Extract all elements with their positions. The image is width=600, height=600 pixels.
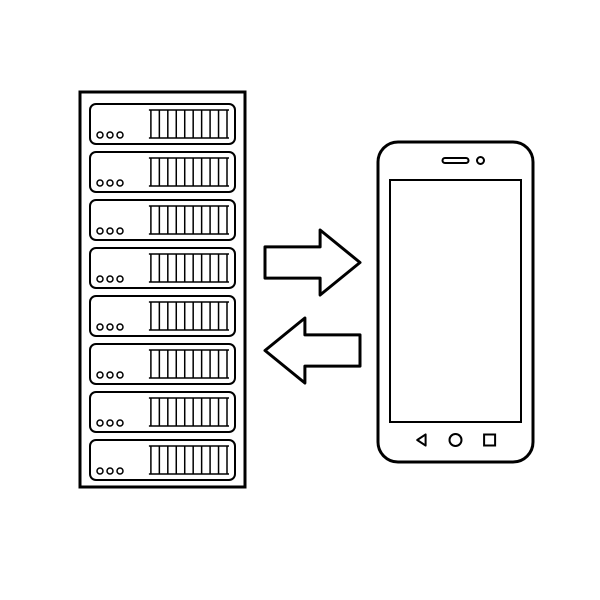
server-phone-sync-diagram bbox=[0, 0, 600, 600]
